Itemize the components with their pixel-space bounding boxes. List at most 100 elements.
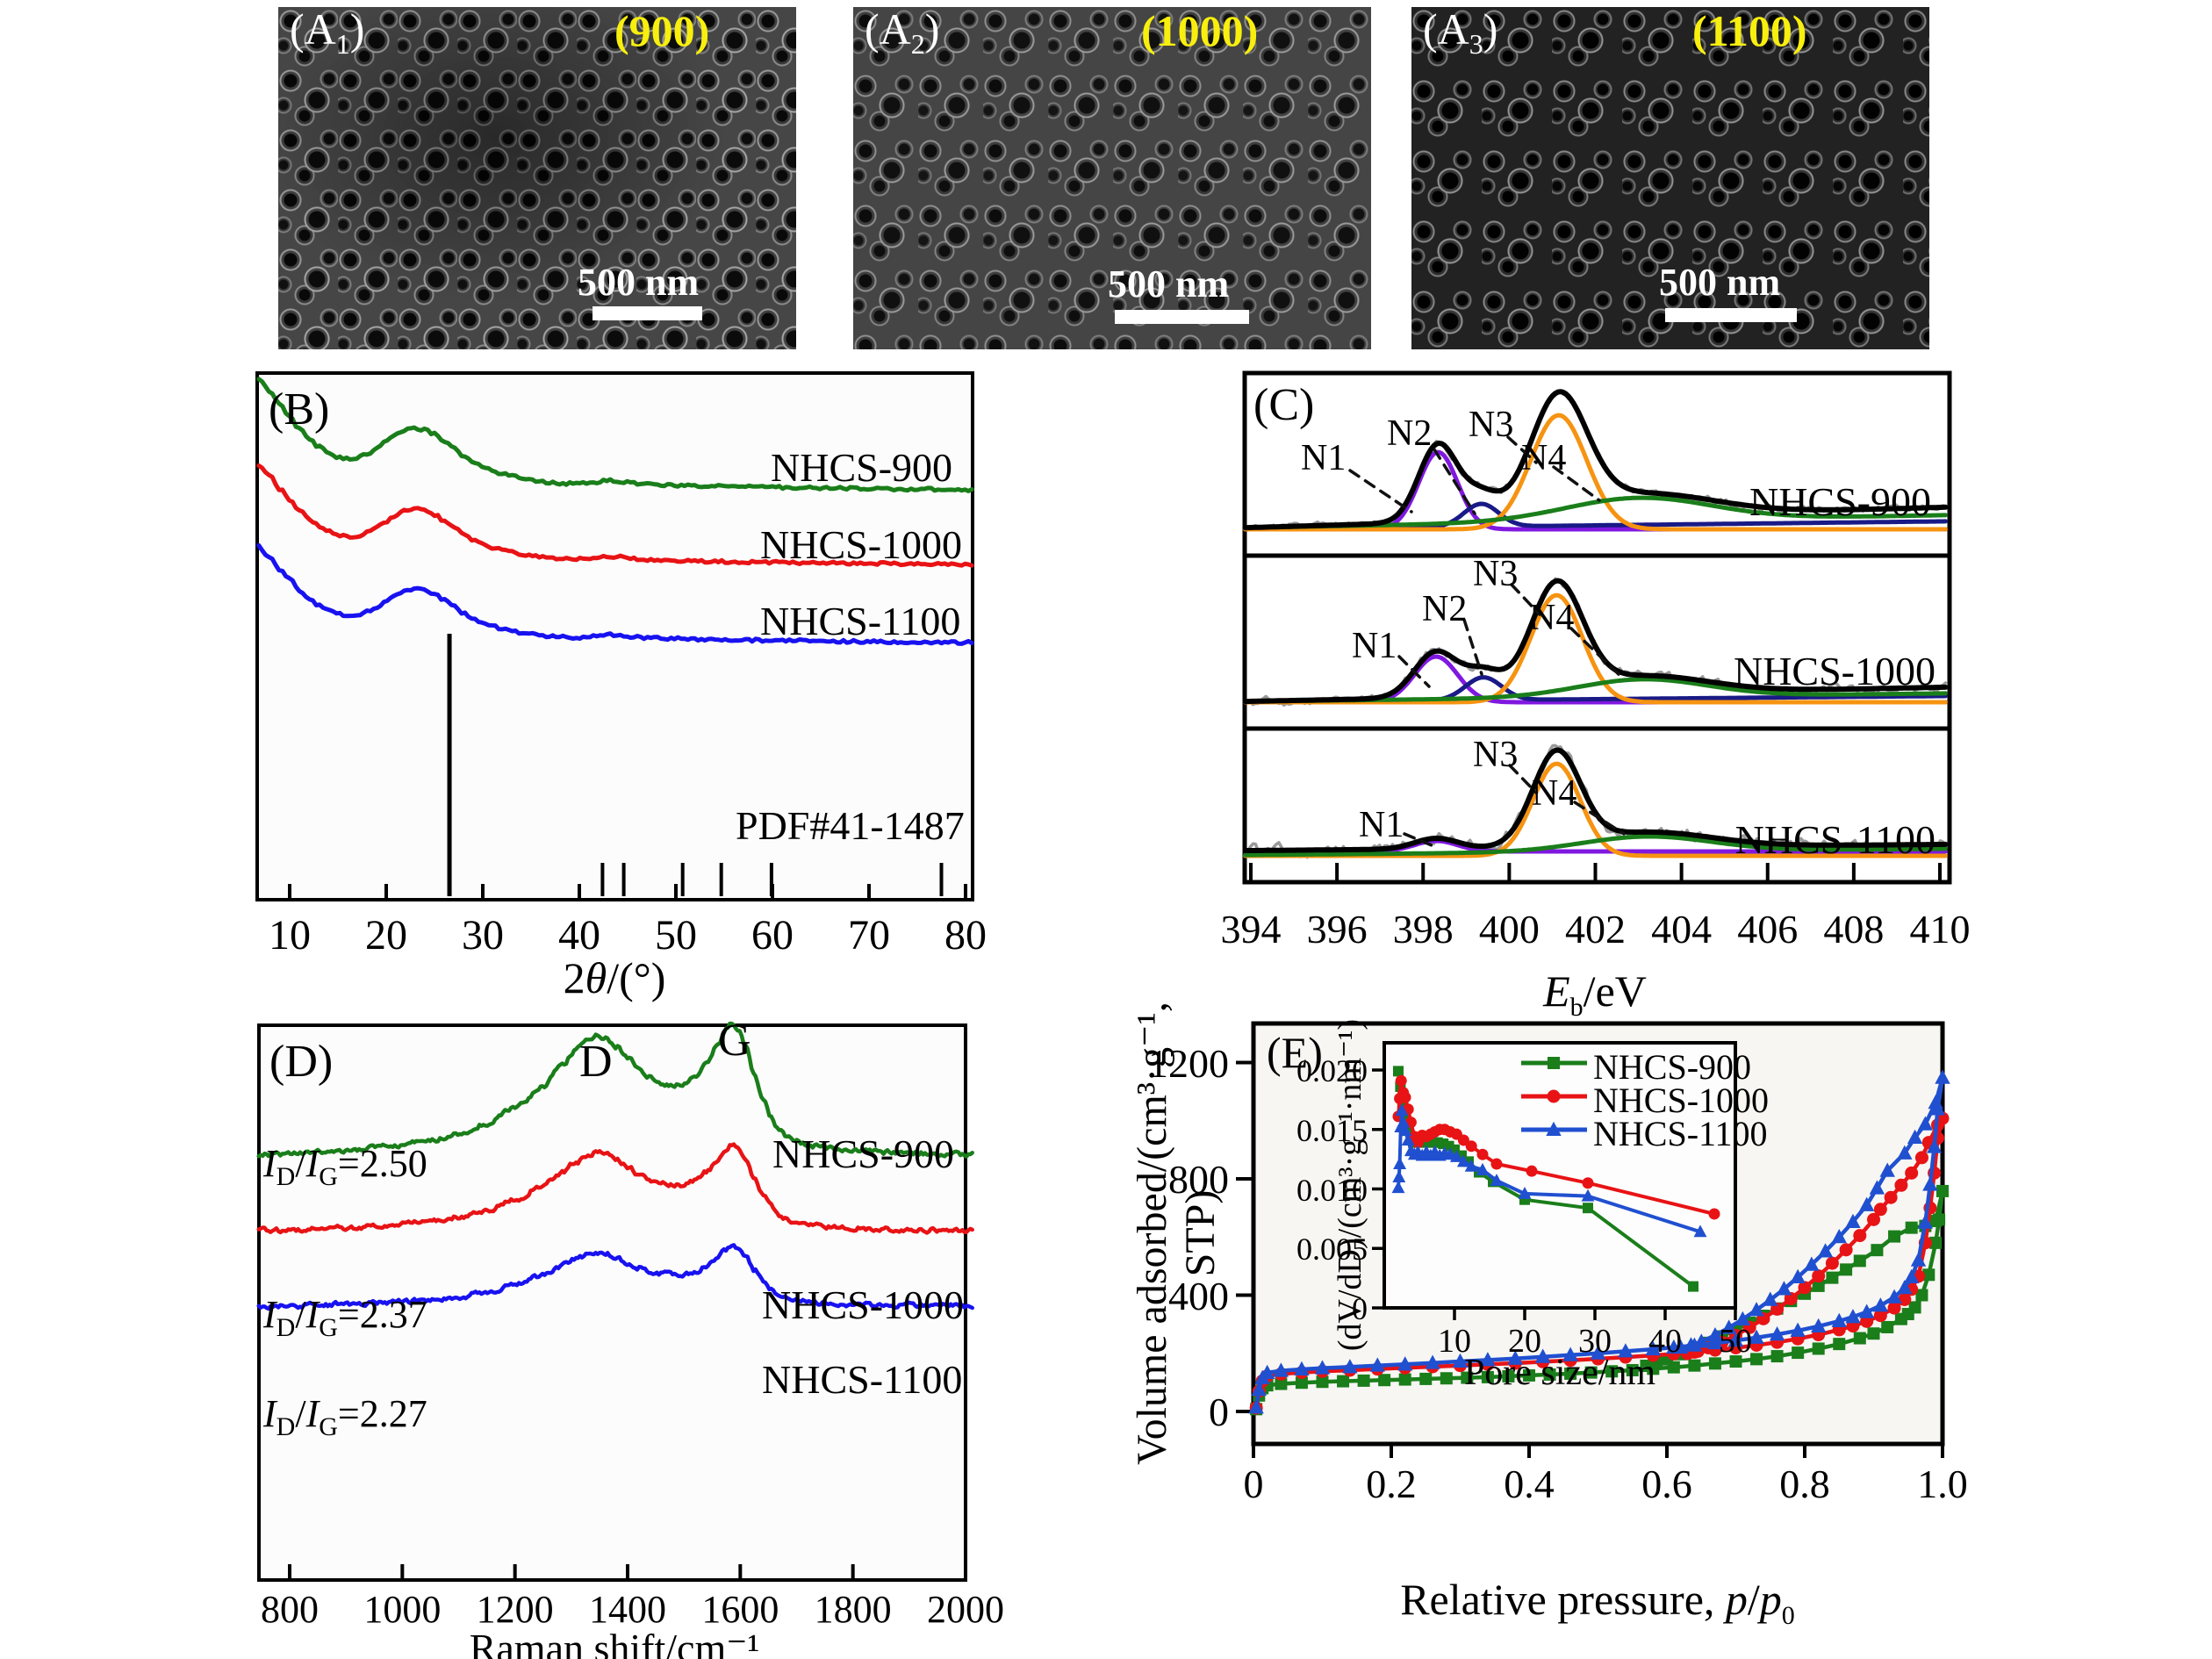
- inset-x-tick-label: 30: [1578, 1323, 1612, 1360]
- isotherm-marker: [1871, 1244, 1884, 1257]
- inset-x-tick-label: 10: [1438, 1323, 1471, 1360]
- isotherm-marker: [1845, 1213, 1861, 1229]
- isotherm-marker: [1769, 1325, 1785, 1341]
- isotherm-marker: [1935, 1069, 1950, 1084]
- scalebar-a2: [1115, 310, 1249, 324]
- xps-leader-line: [1348, 469, 1413, 514]
- xrd-curve: [256, 463, 974, 568]
- xps-x-tick-label: 406: [1737, 907, 1799, 952]
- xps-peak-label-N3: N3: [1473, 735, 1519, 775]
- xrd-x-tick-label: 80: [944, 912, 987, 959]
- raman-series-label-1100: NHCS-1100: [762, 1357, 963, 1402]
- sem-image-1000: [853, 7, 1371, 349]
- panel-a3-tag-text: (A: [1423, 4, 1469, 54]
- isotherm-marker: [1708, 1357, 1721, 1370]
- ratio-i1: I: [263, 1142, 276, 1185]
- ratio-value-900: =2.50: [337, 1142, 427, 1185]
- isotherm-marker: [1858, 1304, 1875, 1318]
- isotherm-marker: [1693, 1333, 1709, 1348]
- isotherm-marker: [1749, 1329, 1764, 1344]
- inset-marker: [1518, 1187, 1532, 1199]
- isotherm-marker: [1626, 1363, 1639, 1376]
- isotherm-marker: [1378, 1374, 1391, 1387]
- xps-envelope: [1242, 389, 1949, 531]
- isotherm-marker: [1853, 1332, 1866, 1345]
- inset-marker: [1399, 1091, 1411, 1103]
- xps-title-e: E: [1543, 966, 1570, 1016]
- isotherm-marker: [1419, 1372, 1433, 1385]
- isotherm-marker: [1825, 1256, 1839, 1270]
- legend-swatch-marker: [1547, 1089, 1561, 1103]
- raman-x-tick-label: 2000: [927, 1588, 1004, 1631]
- isotherm-marker: [1790, 1268, 1806, 1283]
- isotherm-y-tick-label: 1200: [1148, 1040, 1229, 1086]
- inset-marker: [1395, 1103, 1409, 1117]
- isotherm-marker: [1729, 1355, 1742, 1368]
- isotherm-marker: [1294, 1361, 1310, 1375]
- inset-x-tick-label: 50: [1719, 1323, 1752, 1360]
- isotherm-x-tick-label: 1.0: [1917, 1462, 1968, 1506]
- isotherm-marker: [1831, 1229, 1847, 1244]
- xps-leader-line: [1552, 465, 1601, 502]
- xrd-series-label-900: NHCS-900: [771, 445, 953, 490]
- xps-peak-label-N1: N1: [1352, 626, 1397, 666]
- scalebar-label-a1: 500 nm: [578, 261, 700, 304]
- inset-marker: [1490, 1158, 1503, 1170]
- inset-marker: [1708, 1208, 1720, 1220]
- raman-series-label-900: NHCS-900: [772, 1131, 955, 1176]
- panel-a2-tag-sub: 2: [910, 28, 925, 60]
- xps-component-N4: [1243, 834, 1948, 858]
- isotherm-marker: [1584, 1366, 1598, 1379]
- raman-curve: [256, 1243, 974, 1311]
- inset-marker: [1490, 1174, 1504, 1187]
- xps-x-tick-label: 394: [1220, 907, 1282, 952]
- xrd-title-pre: 2: [563, 953, 585, 1002]
- isotherm-marker: [1826, 1271, 1839, 1284]
- inset-y-tick-label: 0.020: [1296, 1053, 1368, 1088]
- isotherm-marker: [1543, 1368, 1556, 1381]
- isotherm-marker: [1905, 1166, 1919, 1180]
- scalebar-label-a2: 500 nm: [1108, 262, 1230, 305]
- inset-marker: [1393, 1157, 1407, 1170]
- xps-envelope: [1242, 578, 1949, 705]
- isotherm-x-tick-label: 0.6: [1641, 1462, 1692, 1506]
- isotherm-marker: [1784, 1291, 1798, 1305]
- inset-marker: [1526, 1165, 1538, 1177]
- isotherm-marker: [1929, 1236, 1943, 1249]
- isotherm-marker: [1804, 1256, 1820, 1271]
- isotherm-marker: [1929, 1215, 1943, 1228]
- isotherm-marker: [1507, 1350, 1523, 1365]
- isotherm-marker: [1461, 1371, 1474, 1384]
- isotherm-marker: [1314, 1360, 1331, 1375]
- isotherm-marker: [1770, 1350, 1784, 1363]
- xps-peak-label-N3: N3: [1469, 405, 1514, 445]
- ratio-i2: I: [305, 1392, 320, 1435]
- isotherm-marker: [1295, 1376, 1308, 1390]
- inset-marker: [1401, 1133, 1415, 1146]
- xps-leader-line: [1506, 435, 1538, 464]
- isotherm-marker: [1867, 1212, 1880, 1226]
- isotherm-marker: [1922, 1176, 1938, 1191]
- inset-x-tick-label: 20: [1508, 1323, 1541, 1360]
- panel-e-tag: (E): [1267, 1028, 1323, 1077]
- inset-marker: [1397, 1115, 1411, 1128]
- isotherm-marker: [1897, 1279, 1913, 1295]
- isotherm-marker: [1480, 1352, 1496, 1367]
- isotherm-marker: [1907, 1129, 1923, 1144]
- inset-marker: [1393, 1066, 1404, 1077]
- isotherm-marker: [1928, 1094, 1943, 1110]
- xrd-x-axis-title: 2θ/(°): [483, 952, 746, 1003]
- isotherm-marker: [1790, 1322, 1806, 1337]
- isotherm-marker: [1734, 1311, 1751, 1325]
- inset-marker: [1392, 1170, 1406, 1182]
- iso-title-sub: 0: [1781, 1601, 1795, 1630]
- xps-x-tick-label: 404: [1651, 907, 1713, 952]
- xps-title-rest: /eV: [1583, 966, 1647, 1016]
- xps-leader-line: [1397, 655, 1431, 688]
- xps-series-label-900: NHCS-900: [1749, 479, 1931, 524]
- xrd-x-tick-label: 20: [365, 912, 407, 959]
- iso-title-prefix: Relative pressure,: [1400, 1575, 1726, 1624]
- xps-peak-label-N4: N4: [1529, 598, 1575, 638]
- isotherm-marker: [1342, 1359, 1358, 1374]
- isotherm-marker: [1425, 1354, 1440, 1369]
